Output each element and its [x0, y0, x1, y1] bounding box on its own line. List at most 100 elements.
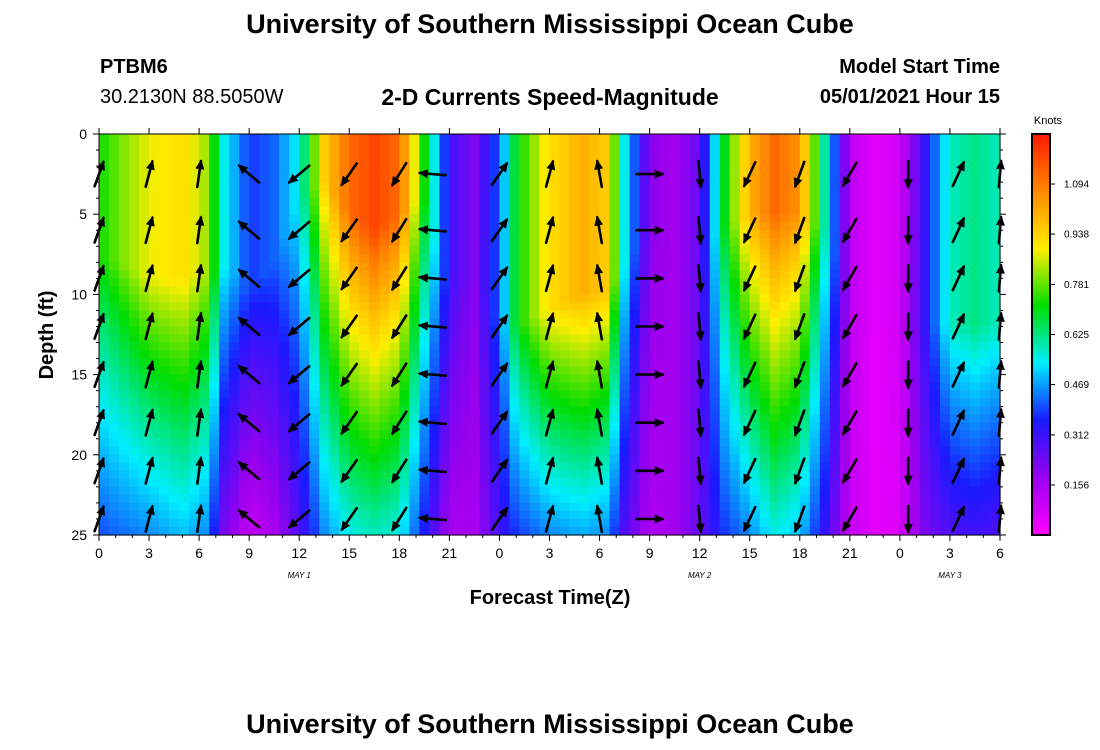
heatmap-cell [519, 422, 531, 432]
current-vector-arrow [490, 266, 509, 291]
heatmap-cell [529, 358, 541, 368]
heatmap-cell [549, 230, 561, 239]
heatmap-cell [549, 406, 561, 416]
heatmap-cell [789, 198, 801, 207]
heatmap-cell [679, 198, 691, 207]
heatmap-cell [819, 518, 831, 528]
heatmap-cell [219, 286, 230, 295]
heatmap-cell [439, 254, 450, 263]
heatmap-cell [389, 462, 400, 472]
heatmap-cell [219, 238, 230, 247]
heatmap-cell [899, 270, 911, 279]
heatmap-cell [599, 166, 611, 175]
heatmap-cell [859, 406, 871, 416]
heatmap-cell [609, 238, 621, 247]
heatmap-cell [209, 286, 220, 295]
heatmap-cell [739, 318, 751, 328]
heatmap-cell [259, 406, 270, 416]
heatmap-cell [629, 526, 641, 536]
heatmap-cell [659, 334, 671, 344]
heatmap-cell [619, 246, 631, 255]
heatmap-cell [169, 278, 180, 287]
heatmap-cell [99, 206, 110, 215]
heatmap-cell [369, 430, 380, 440]
heatmap-cell [359, 486, 370, 496]
heatmap-cell [969, 174, 981, 183]
heatmap-cell [129, 526, 140, 536]
heatmap-cell [749, 350, 761, 360]
heatmap-cell [269, 230, 280, 239]
heatmap-cell [849, 510, 861, 520]
heatmap-cell [289, 486, 300, 496]
heatmap-cell [439, 214, 450, 223]
heatmap-cell [769, 326, 781, 336]
y-tick-label: 15 [71, 367, 87, 383]
heatmap-cell [529, 526, 541, 536]
heatmap-cell [99, 334, 110, 344]
heatmap-cell [949, 390, 961, 400]
current-vector-arrow [695, 216, 705, 246]
heatmap-cell [799, 278, 811, 287]
heatmap-cell [119, 310, 130, 320]
heatmap-cell [909, 374, 921, 384]
heatmap-cell [749, 526, 761, 536]
heatmap-cell [249, 446, 260, 456]
heatmap-cell [179, 238, 190, 247]
heatmap-cell [779, 526, 791, 536]
heatmap-cell [129, 142, 140, 151]
heatmap-cell [759, 366, 771, 376]
heatmap-cell [679, 142, 691, 151]
heatmap-cell [199, 518, 210, 528]
heatmap-cell [359, 414, 370, 424]
heatmap-cell [309, 366, 320, 376]
heatmap-cell [189, 430, 200, 440]
heatmap-cell [929, 342, 941, 352]
heatmap-cell [679, 326, 691, 336]
arrow-head [842, 472, 852, 484]
heatmap-cell [469, 318, 481, 328]
heatmap-cell [279, 302, 290, 312]
heatmap-cell [109, 190, 120, 199]
heatmap-cell [529, 214, 541, 223]
heatmap-cell [949, 166, 961, 175]
heatmap-cell [709, 406, 721, 416]
heatmap-cell [329, 414, 340, 424]
heatmap-cell [729, 350, 741, 360]
heatmap-cell [579, 286, 591, 295]
heatmap-cell [769, 358, 781, 368]
heatmap-cell [779, 182, 791, 191]
heatmap-cell [879, 198, 891, 207]
heatmap-cell [629, 318, 641, 328]
heatmap-cell [399, 382, 410, 392]
heatmap-cell [809, 502, 821, 512]
heatmap-cell [129, 318, 140, 328]
heatmap-cell [819, 494, 831, 504]
heatmap-cell [119, 230, 130, 239]
heatmap-cell [719, 230, 731, 239]
heatmap-cell [489, 350, 501, 360]
heatmap-cell [979, 174, 991, 183]
heatmap-cell [179, 278, 190, 287]
heatmap-cell [829, 230, 841, 239]
heatmap-cell [199, 366, 210, 376]
heatmap-cell [729, 238, 741, 247]
heatmap-cell [679, 334, 691, 344]
heatmap-cell [129, 166, 140, 175]
heatmap-cell [609, 142, 621, 151]
heatmap-cell [519, 406, 531, 416]
heatmap-cell [869, 502, 881, 512]
heatmap-cell [409, 310, 420, 320]
heatmap-cell [679, 390, 691, 400]
heatmap-cell [559, 166, 571, 175]
heatmap-cell [259, 470, 270, 480]
heatmap-cell [959, 270, 971, 279]
heatmap-cell [349, 454, 360, 464]
heatmap-cell [589, 246, 601, 255]
heatmap-cell [899, 174, 911, 183]
heatmap-cell [339, 382, 350, 392]
heatmap-cell [899, 382, 911, 392]
heatmap-cell [859, 454, 871, 464]
heatmap-cell [439, 166, 450, 175]
arrow-head [237, 316, 249, 327]
heatmap-cell [319, 254, 330, 263]
